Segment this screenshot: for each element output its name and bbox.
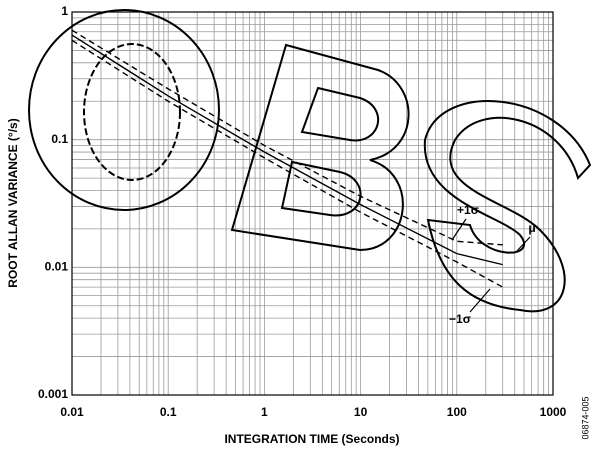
series-label: μ <box>528 221 535 235</box>
series-label: +1σ <box>457 203 479 217</box>
x-tick-label: 0.1 <box>160 405 177 419</box>
series-label: −1σ <box>449 312 471 326</box>
x-tick-label: 0.01 <box>60 405 84 419</box>
x-tick-label: 1000 <box>540 405 567 419</box>
label-arrow <box>470 289 490 312</box>
chart: INTEGRATION TIME (Seconds) ROOT ALLAN VA… <box>0 0 595 454</box>
figure-code: 06874-005 <box>580 396 590 439</box>
x-tick-label: 10 <box>354 405 368 419</box>
x-tick-label: 1 <box>261 405 268 419</box>
y-tick-label: 0.1 <box>51 132 68 146</box>
x-axis-title: INTEGRATION TIME (Seconds) <box>224 432 399 446</box>
plot-frame <box>72 12 553 395</box>
y-tick-label: 1 <box>61 4 68 18</box>
series-line <box>72 40 503 287</box>
x-tick-label: 100 <box>447 405 467 419</box>
y-axis-title: ROOT ALLAN VARIANCE (°/s) <box>6 118 20 287</box>
watermark-b <box>232 45 409 250</box>
y-tick-label: 0.01 <box>45 260 69 274</box>
y-tick-label: 0.001 <box>38 387 68 401</box>
watermark <box>29 10 590 311</box>
grid <box>72 12 553 395</box>
